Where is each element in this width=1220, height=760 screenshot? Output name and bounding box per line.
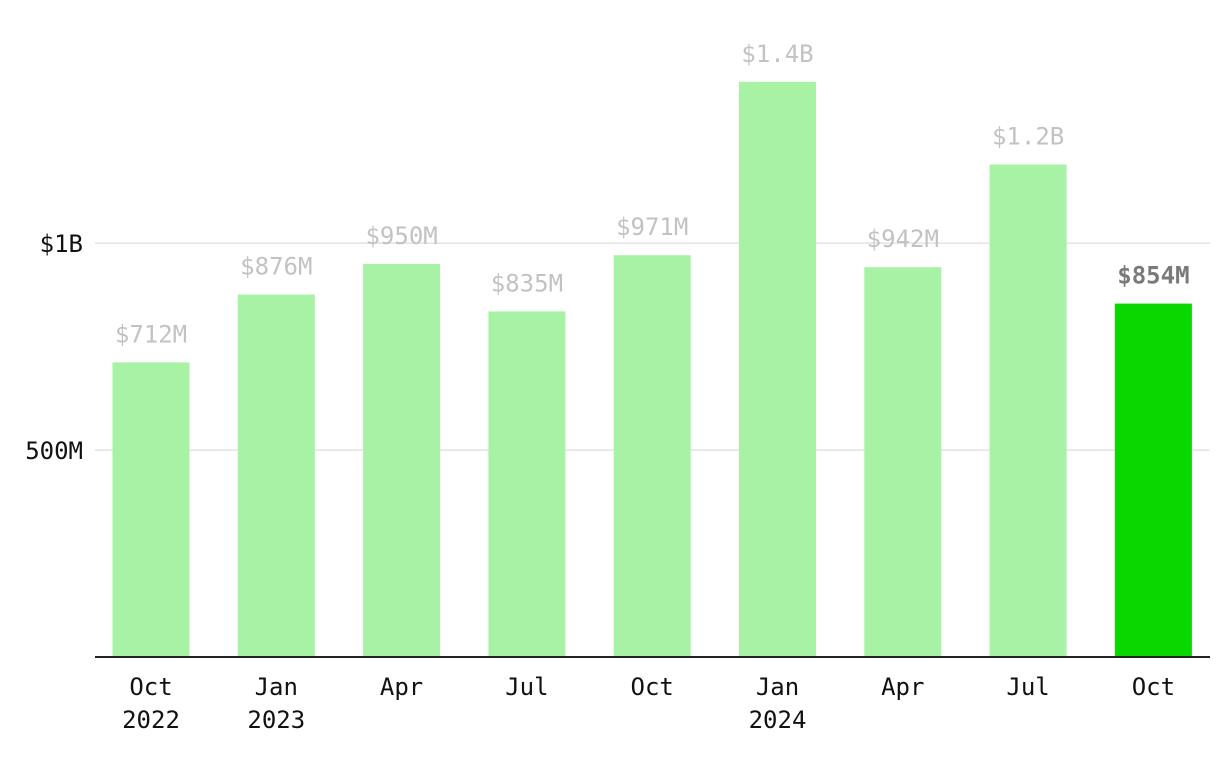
- bar: [613, 255, 691, 657]
- bar: [112, 362, 190, 657]
- data-label: $712M: [115, 320, 187, 348]
- bar: [488, 311, 566, 657]
- data-label: $1.2B: [992, 123, 1064, 151]
- data-label: $1.4B: [741, 40, 813, 68]
- x-tick-label: Jul: [1006, 673, 1049, 701]
- bar: [363, 263, 441, 657]
- data-label: $971M: [616, 213, 688, 241]
- x-tick-label: Jan: [255, 673, 298, 701]
- bars: [112, 81, 1192, 658]
- x-tick-label: 2022: [122, 706, 180, 734]
- y-axis-ticks: 500M $1B: [25, 230, 83, 465]
- y-tick-label: 500M: [25, 437, 83, 465]
- bar: [864, 267, 942, 657]
- x-tick-label: Apr: [881, 673, 924, 701]
- bar-highlighted: [1114, 303, 1192, 657]
- x-tick-label: Oct: [631, 673, 674, 701]
- x-tick-label: Jul: [505, 673, 548, 701]
- x-tick-label: Jan: [756, 673, 799, 701]
- x-tick-label: Apr: [380, 673, 423, 701]
- x-tick-label: 2023: [247, 706, 305, 734]
- bar: [237, 294, 315, 657]
- data-label: $950M: [365, 222, 437, 250]
- data-label: $942M: [867, 225, 939, 253]
- data-label: $835M: [491, 269, 563, 297]
- x-tick-label: Oct: [129, 673, 172, 701]
- x-tick-label: Oct: [1132, 673, 1175, 701]
- x-axis-ticks: Oct 2022 Jan 2023 Apr Jul Oct Jan 2024 Apr Jul Oct: [122, 673, 1175, 734]
- bar: [989, 164, 1067, 657]
- data-labels: $712M $876M $950M $835M $971M $1.4B $942M $1.2B…: [115, 40, 1190, 349]
- x-tick-label: 2024: [749, 706, 807, 734]
- data-label: $854M: [1117, 262, 1189, 290]
- data-label: $876M: [240, 252, 312, 280]
- y-tick-label: $1B: [40, 230, 83, 258]
- bar: [739, 81, 816, 658]
